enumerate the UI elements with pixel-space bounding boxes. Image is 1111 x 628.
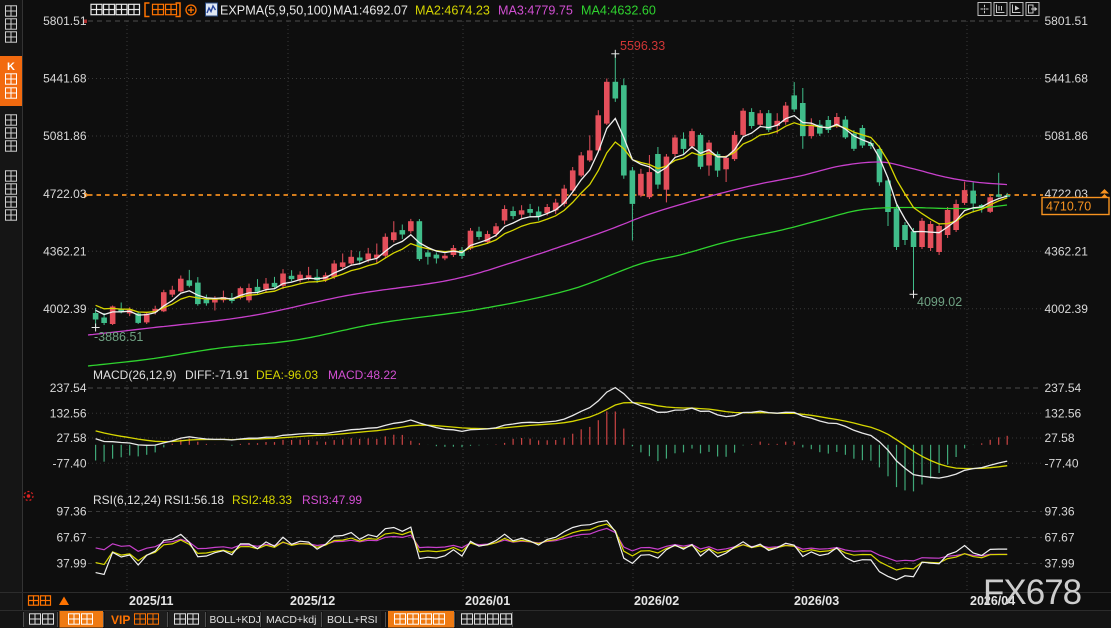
svg-text:5596.33: 5596.33 — [620, 39, 665, 53]
svg-text:EXPMA(5,9,50,100): EXPMA(5,9,50,100) — [220, 4, 332, 18]
svg-text:4002.39: 4002.39 — [1045, 302, 1089, 316]
svg-text:4710.70: 4710.70 — [1046, 200, 1091, 214]
svg-text:2026/04: 2026/04 — [970, 594, 1015, 608]
svg-text:2026/02: 2026/02 — [634, 594, 679, 608]
svg-text:RSI2:48.33: RSI2:48.33 — [232, 493, 292, 507]
svg-text:237.54: 237.54 — [1045, 381, 1082, 395]
svg-text:27.58: 27.58 — [1045, 431, 1075, 445]
svg-text:MACD(26,12,9): MACD(26,12,9) — [93, 368, 176, 382]
svg-text:37.99: 37.99 — [56, 557, 86, 571]
svg-text:MACD+kdj: MACD+kdj — [266, 614, 316, 626]
svg-text:MA1:4692.07: MA1:4692.07 — [333, 4, 408, 18]
svg-text:MA4:4632.60: MA4:4632.60 — [581, 4, 656, 18]
svg-text:-3886.51: -3886.51 — [94, 330, 143, 344]
svg-text:4362.21: 4362.21 — [1045, 244, 1089, 258]
svg-text:2025/11: 2025/11 — [129, 594, 174, 608]
svg-text:2025/12: 2025/12 — [290, 594, 335, 608]
svg-text:MACD:48.22: MACD:48.22 — [328, 368, 397, 382]
svg-text:67.67: 67.67 — [56, 531, 86, 545]
svg-text:4002.39: 4002.39 — [43, 302, 87, 316]
svg-text:4722.03: 4722.03 — [43, 187, 87, 201]
svg-text:RSI3:47.99: RSI3:47.99 — [302, 493, 362, 507]
svg-text:RSI1:56.18: RSI1:56.18 — [164, 493, 224, 507]
svg-text:-77.40: -77.40 — [52, 456, 86, 470]
svg-text:27.58: 27.58 — [56, 431, 86, 445]
svg-text:37.99: 37.99 — [1045, 557, 1075, 571]
svg-text:97.36: 97.36 — [56, 505, 86, 519]
svg-text:MA3:4779.75: MA3:4779.75 — [498, 4, 573, 18]
svg-text:5441.68: 5441.68 — [1045, 72, 1089, 86]
svg-text:132.56: 132.56 — [50, 406, 87, 420]
svg-text:-77.40: -77.40 — [1045, 456, 1079, 470]
svg-text:97.36: 97.36 — [1045, 505, 1075, 519]
svg-text:237.54: 237.54 — [50, 381, 87, 395]
svg-text:5081.86: 5081.86 — [43, 129, 87, 143]
svg-text:2026/01: 2026/01 — [465, 594, 510, 608]
svg-text:67.67: 67.67 — [1045, 531, 1075, 545]
svg-text:5081.86: 5081.86 — [1045, 129, 1089, 143]
svg-text:132.56: 132.56 — [1045, 406, 1082, 420]
svg-text:2026/03: 2026/03 — [794, 594, 839, 608]
svg-text:4362.21: 4362.21 — [43, 244, 87, 258]
svg-text:BOLL+RSI: BOLL+RSI — [327, 614, 378, 626]
svg-text:5801.51: 5801.51 — [43, 14, 87, 28]
svg-text:RSI(6,12,24): RSI(6,12,24) — [93, 493, 161, 507]
svg-text:DIFF:-71.91: DIFF:-71.91 — [185, 368, 249, 382]
svg-text:4099.02: 4099.02 — [917, 295, 962, 309]
svg-text:MA2:4674.23: MA2:4674.23 — [415, 4, 490, 18]
svg-text:5441.68: 5441.68 — [43, 72, 87, 86]
svg-text:5801.51: 5801.51 — [1045, 14, 1089, 28]
svg-text:DEA:-96.03: DEA:-96.03 — [256, 368, 318, 382]
svg-text:K: K — [7, 61, 15, 73]
svg-text:BOLL+KDJ: BOLL+KDJ — [210, 615, 261, 626]
svg-text:VIP: VIP — [111, 613, 130, 627]
svg-text:FX678: FX678 — [983, 573, 1081, 612]
